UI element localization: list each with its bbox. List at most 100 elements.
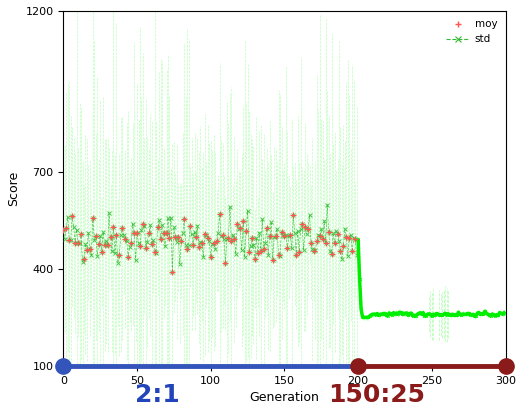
Point	[147, 240, 156, 247]
Point	[313, 237, 321, 244]
Point	[142, 245, 150, 252]
Point	[83, 247, 91, 253]
Point	[286, 232, 294, 239]
Point	[156, 236, 165, 242]
Point	[345, 234, 354, 241]
Point	[319, 236, 327, 243]
Point	[160, 230, 168, 236]
Point	[324, 228, 333, 235]
Point	[245, 248, 253, 255]
Point	[88, 215, 97, 222]
Point	[304, 226, 312, 232]
Point	[322, 240, 330, 246]
Point	[121, 236, 129, 242]
Point	[257, 247, 265, 254]
Point	[331, 239, 339, 246]
Point	[316, 233, 324, 239]
Point	[215, 211, 224, 217]
Point	[174, 233, 183, 240]
Point	[100, 242, 109, 248]
X-axis label: Generation: Generation	[249, 391, 320, 404]
Point	[183, 245, 191, 252]
Point	[307, 239, 315, 246]
Point	[230, 236, 238, 242]
Point	[203, 235, 212, 242]
Point	[348, 248, 357, 255]
Point	[339, 242, 348, 249]
Point	[180, 216, 188, 222]
Point	[239, 217, 247, 224]
Point	[342, 234, 350, 240]
Point	[106, 234, 115, 241]
Point	[97, 249, 106, 255]
Point	[227, 238, 235, 245]
Point	[336, 247, 345, 254]
Point	[59, 227, 67, 233]
Point	[263, 225, 271, 232]
Point	[242, 228, 251, 234]
Point	[112, 231, 121, 238]
Point	[254, 249, 262, 256]
Point	[292, 252, 300, 258]
Point	[62, 225, 71, 232]
Point	[236, 225, 244, 232]
Point	[327, 250, 336, 257]
Point	[201, 231, 209, 238]
Point	[189, 242, 197, 248]
Point	[80, 256, 88, 263]
Point	[351, 236, 359, 242]
Point	[145, 230, 153, 237]
Point	[233, 221, 242, 227]
Point	[310, 248, 318, 254]
Point	[71, 240, 79, 246]
Point	[283, 245, 292, 251]
Point	[219, 232, 227, 238]
Point	[198, 240, 206, 247]
Point	[77, 231, 85, 237]
Point	[268, 256, 277, 263]
Point	[177, 238, 186, 244]
Point	[277, 229, 286, 236]
Y-axis label: Score: Score	[7, 171, 20, 206]
Legend: moy, std: moy, std	[444, 16, 501, 48]
Point	[298, 221, 306, 228]
Point	[162, 230, 170, 236]
Point	[165, 235, 174, 242]
Point	[210, 240, 218, 246]
Point	[92, 233, 100, 240]
Point	[168, 268, 177, 275]
Point	[333, 231, 342, 237]
Point	[251, 256, 259, 262]
Point	[280, 233, 289, 239]
Point	[275, 252, 283, 259]
Point	[207, 253, 215, 260]
Point	[133, 230, 141, 237]
Point	[68, 213, 76, 220]
Point	[74, 240, 82, 246]
Text: 2:1: 2:1	[134, 383, 179, 407]
Point	[186, 223, 195, 230]
Point	[124, 253, 132, 260]
Point	[212, 237, 221, 244]
Point	[224, 235, 233, 241]
Point	[115, 251, 123, 258]
Text: 150:25: 150:25	[328, 383, 425, 407]
Point	[109, 224, 118, 230]
Point	[259, 246, 268, 252]
Point	[171, 233, 179, 240]
Point	[86, 245, 94, 252]
Point	[289, 212, 298, 219]
Point	[95, 241, 103, 247]
Point	[127, 240, 135, 247]
Point	[221, 260, 230, 267]
Point	[118, 224, 127, 231]
Point	[248, 234, 256, 241]
Point	[104, 242, 112, 248]
Point	[136, 243, 144, 249]
Point	[271, 233, 280, 239]
Point	[192, 234, 200, 240]
Point	[139, 221, 147, 228]
Point	[154, 224, 162, 231]
Point	[301, 224, 309, 230]
Point	[266, 233, 274, 239]
